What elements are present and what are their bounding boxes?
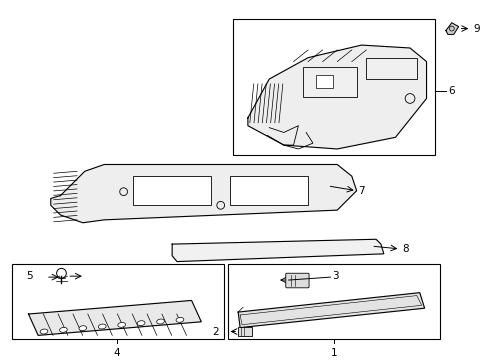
Ellipse shape <box>118 323 125 327</box>
Text: 7: 7 <box>358 186 365 196</box>
Polygon shape <box>51 165 356 223</box>
Ellipse shape <box>60 327 67 332</box>
Ellipse shape <box>176 318 183 322</box>
FancyBboxPatch shape <box>285 273 308 288</box>
Bar <box>228 264 439 339</box>
Text: 2: 2 <box>212 327 218 337</box>
Text: 1: 1 <box>330 348 337 358</box>
Bar <box>12 264 223 339</box>
Ellipse shape <box>79 326 86 330</box>
Bar <box>315 75 333 88</box>
Text: 4: 4 <box>113 348 120 358</box>
Ellipse shape <box>137 321 144 326</box>
Bar <box>238 327 251 336</box>
Bar <box>303 67 356 96</box>
Text: 5: 5 <box>26 271 33 281</box>
Text: 9: 9 <box>472 23 479 33</box>
Ellipse shape <box>156 319 164 324</box>
Polygon shape <box>28 301 201 336</box>
Ellipse shape <box>40 329 48 334</box>
Polygon shape <box>247 45 426 149</box>
Ellipse shape <box>98 324 106 329</box>
Text: 3: 3 <box>332 271 338 281</box>
Bar <box>233 19 434 155</box>
Text: 8: 8 <box>402 244 408 254</box>
Bar <box>230 176 307 205</box>
Polygon shape <box>238 293 424 328</box>
Text: 6: 6 <box>447 86 454 96</box>
Polygon shape <box>445 23 458 35</box>
Bar <box>366 58 416 79</box>
Bar <box>133 176 210 205</box>
Polygon shape <box>172 239 383 262</box>
